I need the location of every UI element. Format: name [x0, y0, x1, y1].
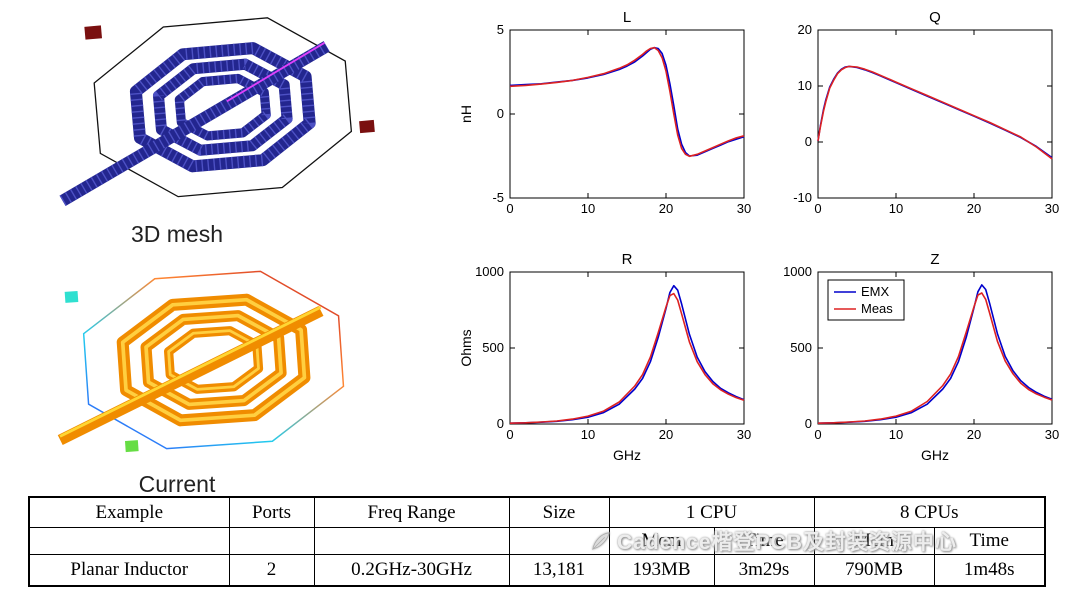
empty-cell [313, 527, 510, 555]
cell-8cpu-time: 1m48s [933, 554, 1046, 587]
outer-octagon-outline [82, 270, 345, 450]
cell-ports: 2 [228, 554, 315, 587]
svg-text:30: 30 [737, 427, 751, 442]
svg-text:10: 10 [798, 78, 812, 93]
col-header-freq-range: Freq Range [313, 496, 510, 528]
col-header-8cpus: 8 CPUs [813, 496, 1046, 528]
cell-1cpu-time: 3m29s [713, 554, 815, 587]
cell-1cpu-mem: 193MB [608, 554, 715, 587]
svg-text:0: 0 [814, 201, 821, 216]
chart-r: 0 10 20 30 0 500 1000 R GHz Ohms [460, 251, 751, 463]
svg-text:10: 10 [581, 427, 595, 442]
svg-text:0: 0 [506, 201, 513, 216]
svg-text:20: 20 [967, 201, 981, 216]
svg-text:0: 0 [814, 427, 821, 442]
mesh-label: 3D mesh [130, 221, 224, 247]
table-row: Planar Inductor 2 0.2GHz-30GHz 13,181 19… [28, 554, 1046, 587]
chart-z: 0 10 20 30 0 500 1000 Z GHz EMX Meas [783, 251, 1059, 463]
svg-text:-5: -5 [492, 190, 504, 205]
current-label: Current [138, 471, 216, 497]
svg-text:Z: Z [930, 251, 939, 268]
feed-line [59, 41, 330, 206]
svg-text:5: 5 [497, 22, 504, 37]
port-pad-red-1 [84, 25, 103, 40]
svg-text:30: 30 [1045, 201, 1059, 216]
svg-text:20: 20 [659, 201, 673, 216]
svg-text:nH: nH [460, 105, 474, 123]
cell-freq-range: 0.2GHz-30GHz [313, 554, 510, 587]
col-header-size: Size [508, 496, 610, 528]
svg-text:EMX: EMX [861, 284, 890, 299]
col-header-ports: Ports [228, 496, 315, 528]
svg-text:0: 0 [497, 416, 504, 431]
empty-cell [508, 527, 610, 555]
svg-text:20: 20 [967, 427, 981, 442]
figures-column: 3D mesh [12, 4, 458, 498]
svg-text:GHz: GHz [921, 447, 949, 463]
table-wrap: Example Ports Freq Range Size 1 CPU 8 CP… [28, 496, 1047, 587]
col-header-example: Example [28, 496, 230, 528]
benchmark-table: Example Ports Freq Range Size 1 CPU 8 CP… [28, 496, 1047, 587]
svg-text:Q: Q [929, 9, 941, 26]
inductor-3d-mesh-image [59, 17, 375, 206]
svg-text:0: 0 [805, 134, 812, 149]
feed-line [57, 305, 324, 445]
svg-text:10: 10 [581, 201, 595, 216]
svg-text:Meas: Meas [861, 301, 893, 316]
svg-text:L: L [623, 9, 631, 26]
svg-text:30: 30 [737, 201, 751, 216]
svg-text:10: 10 [889, 201, 903, 216]
svg-text:1000: 1000 [475, 264, 504, 279]
svg-text:500: 500 [790, 340, 812, 355]
empty-cell [228, 527, 315, 555]
cell-example: Planar Inductor [28, 554, 230, 587]
sub-header-8cpu-mem: Mem [813, 527, 935, 555]
empty-cell [28, 527, 230, 555]
sub-header-1cpu-mem: Mem [608, 527, 715, 555]
svg-text:10: 10 [889, 427, 903, 442]
svg-text:GHz: GHz [613, 447, 641, 463]
svg-text:Ohms: Ohms [460, 329, 474, 366]
svg-text:30: 30 [1045, 427, 1059, 442]
current-coil [116, 293, 311, 427]
cell-size: 13,181 [508, 554, 610, 587]
mesh-figure: 3D mesh [12, 4, 458, 248]
svg-text:-10: -10 [793, 190, 812, 205]
svg-text:1000: 1000 [783, 264, 812, 279]
current-figure: Current [12, 254, 458, 498]
svg-text:20: 20 [659, 427, 673, 442]
cell-8cpu-mem: 790MB [813, 554, 935, 587]
port-pad-green [124, 440, 139, 453]
svg-text:500: 500 [482, 340, 504, 355]
port-pad-cyan [64, 290, 79, 303]
inductor-current-image [57, 270, 345, 453]
svg-text:0: 0 [805, 416, 812, 431]
sub-header-8cpu-time: Time [933, 527, 1046, 555]
svg-text:0: 0 [497, 106, 504, 121]
svg-text:0: 0 [506, 427, 513, 442]
svg-text:R: R [622, 251, 633, 268]
svg-text:20: 20 [798, 22, 812, 37]
port-pad-red-2 [359, 119, 375, 134]
col-header-1cpu: 1 CPU [608, 496, 815, 528]
sub-header-1cpu-time: Time [713, 527, 815, 555]
